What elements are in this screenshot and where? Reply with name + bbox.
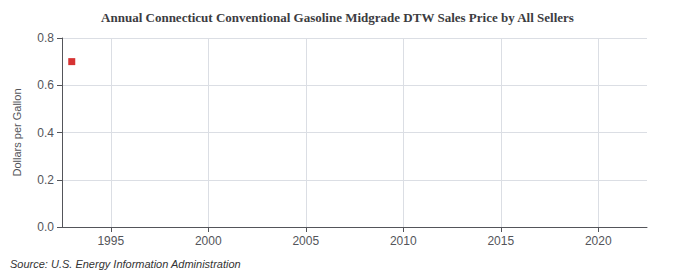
- svg-text:Annual Connecticut Conventiona: Annual Connecticut Conventional Gasoline…: [101, 10, 574, 25]
- svg-text:0.6: 0.6: [37, 78, 54, 92]
- svg-text:0.0: 0.0: [37, 220, 54, 234]
- svg-text:2005: 2005: [292, 234, 319, 248]
- svg-text:0.4: 0.4: [37, 126, 54, 140]
- svg-text:1995: 1995: [97, 234, 124, 248]
- svg-text:0.2: 0.2: [37, 173, 54, 187]
- svg-text:Source: U.S. Energy Informatio: Source: U.S. Energy Information Administ…: [10, 258, 241, 270]
- svg-text:2010: 2010: [390, 234, 417, 248]
- svg-text:2015: 2015: [487, 234, 514, 248]
- svg-text:0.8: 0.8: [37, 31, 54, 45]
- svg-text:2020: 2020: [585, 234, 612, 248]
- svg-text:2000: 2000: [195, 234, 222, 248]
- svg-text:Dollars per Gallon: Dollars per Gallon: [11, 88, 23, 176]
